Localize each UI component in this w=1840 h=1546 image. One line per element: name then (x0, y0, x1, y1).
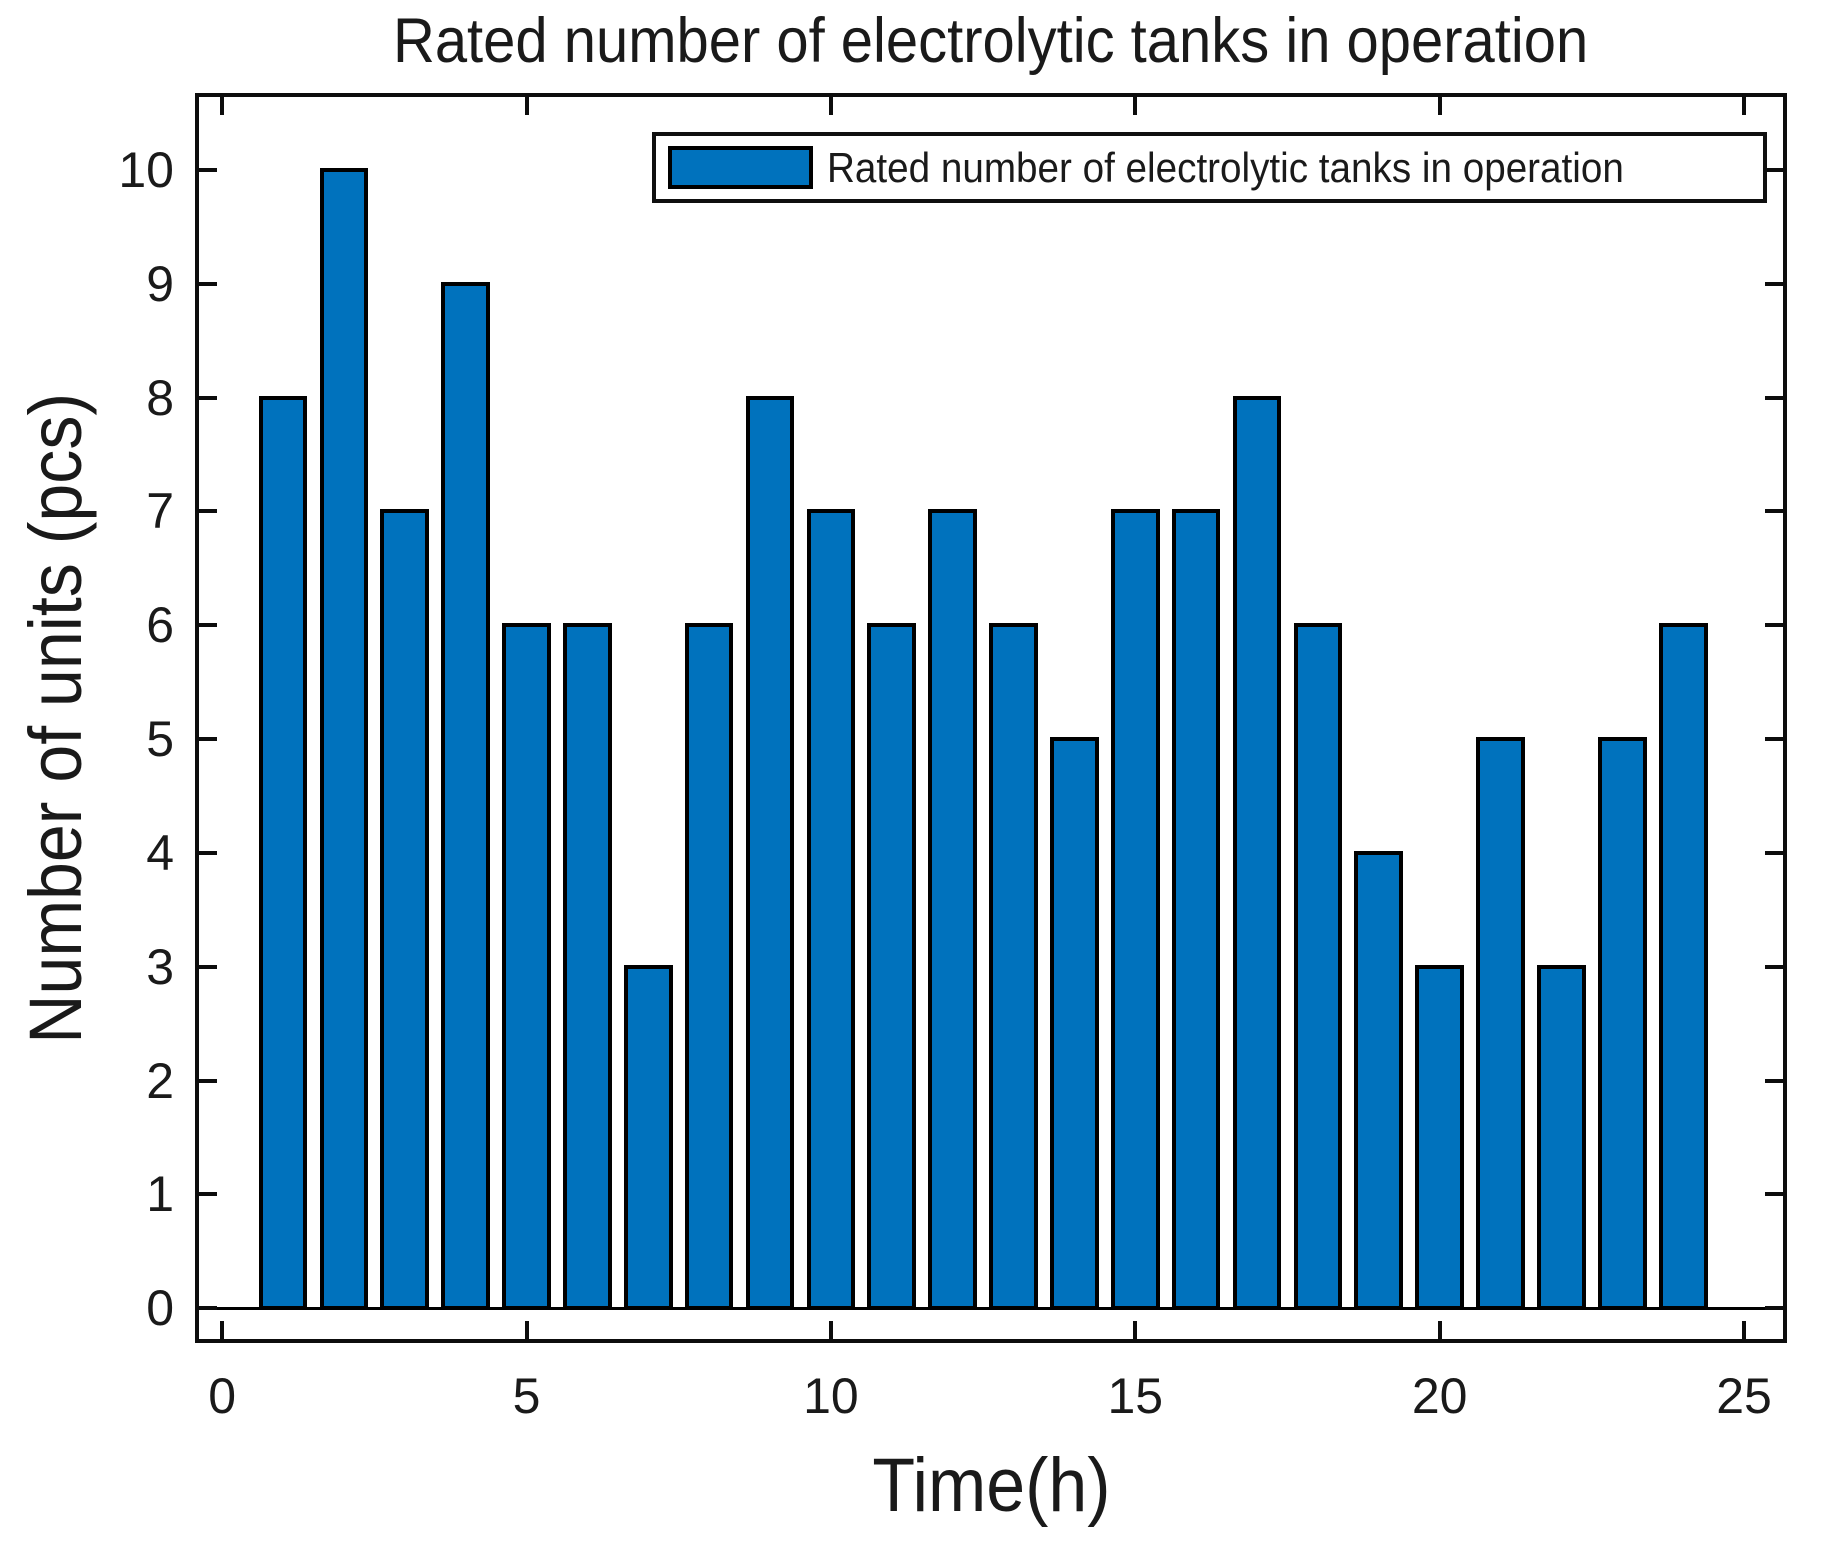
y-tick-mirror (1765, 167, 1783, 172)
y-tick-label: 1 (146, 1166, 174, 1223)
x-tick-label: 0 (208, 1368, 237, 1424)
y-tick (199, 850, 217, 855)
bar (1658, 623, 1708, 1311)
bar (745, 395, 795, 1311)
bar (684, 623, 734, 1311)
y-tick-mirror (1765, 1078, 1783, 1083)
x-tick-mirror (220, 97, 225, 115)
x-axis-label-text: Time(h) (871, 1443, 1111, 1528)
y-tick (199, 281, 217, 286)
bar (441, 281, 490, 1311)
x-tick (220, 1321, 225, 1339)
x-tick (524, 1321, 529, 1339)
bar (1415, 964, 1464, 1311)
bar (1232, 395, 1282, 1311)
y-tick-label: 7 (146, 483, 174, 540)
y-tick (199, 395, 217, 400)
bar (380, 509, 430, 1311)
y-tick-mirror (1765, 850, 1783, 855)
x-tick-mirror (1437, 97, 1442, 115)
x-tick (828, 1321, 833, 1339)
bar (319, 167, 369, 1311)
x-tick (1437, 1321, 1442, 1339)
x-tick-label: 10 (803, 1368, 859, 1424)
x-tick-label: 25 (1716, 1368, 1772, 1424)
bar (1110, 509, 1160, 1311)
plot-content: Rated number of electrolytic tanks in op… (199, 97, 1783, 1339)
x-tick-mirror (1742, 97, 1747, 115)
x-tick-label: 20 (1411, 1368, 1468, 1424)
y-tick-mirror (1765, 623, 1783, 628)
y-tick (199, 964, 217, 969)
bar (1354, 850, 1404, 1311)
x-tick (1742, 1321, 1747, 1339)
y-tick (199, 1078, 217, 1083)
y-tick-label: 6 (146, 597, 174, 654)
y-tick (199, 737, 217, 742)
y-tick-mirror (1765, 1306, 1783, 1311)
y-tick (199, 167, 217, 172)
legend-label-text: Rated number of electrolytic tanks in op… (827, 144, 1624, 191)
bar (1537, 964, 1586, 1311)
x-tick-mirror (524, 97, 529, 115)
y-tick-mirror (1765, 281, 1783, 286)
y-tick-label: 4 (146, 824, 174, 881)
legend-label: Rated number of electrolytic tanks in op… (827, 136, 1759, 199)
y-tick (199, 1306, 217, 1311)
bar (1050, 737, 1099, 1311)
legend-swatch (668, 146, 813, 189)
y-tick-mirror (1765, 1192, 1783, 1197)
x-tick-mirror (1133, 97, 1138, 115)
bar (623, 964, 673, 1311)
bar (563, 623, 612, 1311)
bar (806, 509, 856, 1311)
y-tick-mirror (1765, 509, 1783, 514)
bar (1171, 509, 1221, 1311)
chart-title: Rated number of electrolytic tanks in op… (195, 0, 1787, 82)
y-tick-label: 8 (146, 369, 174, 426)
bar (502, 623, 551, 1311)
y-tick-mirror (1765, 964, 1783, 969)
y-tick-label: 2 (146, 1052, 174, 1109)
y-tick-label: 10 (118, 141, 174, 198)
x-tick-label: 15 (1107, 1368, 1164, 1424)
y-tick-mirror (1765, 737, 1783, 742)
plot-area: Rated number of electrolytic tanks in op… (195, 93, 1787, 1343)
bar (928, 509, 977, 1311)
bar (258, 395, 308, 1311)
y-tick-label: 3 (146, 938, 174, 995)
y-tick-mirror (1765, 395, 1783, 400)
chart-title-text: Rated number of electrolytic tanks in op… (393, 6, 1589, 76)
bar (1476, 737, 1525, 1311)
y-tick (199, 1192, 217, 1197)
legend: Rated number of electrolytic tanks in op… (652, 132, 1767, 203)
y-tick (199, 623, 217, 628)
x-tick-label: 5 (512, 1368, 541, 1424)
bar (989, 623, 1038, 1311)
x-axis-label: Time(h) (195, 1441, 1787, 1531)
x-tick-mirror (828, 97, 833, 115)
bar (867, 623, 917, 1311)
y-tick-label: 9 (146, 255, 174, 312)
bar (1597, 737, 1647, 1311)
y-tick (199, 509, 217, 514)
y-tick-label: 5 (146, 711, 174, 768)
x-tick (1133, 1321, 1138, 1339)
y-tick-label: 0 (146, 1280, 174, 1337)
bar (1293, 623, 1343, 1311)
